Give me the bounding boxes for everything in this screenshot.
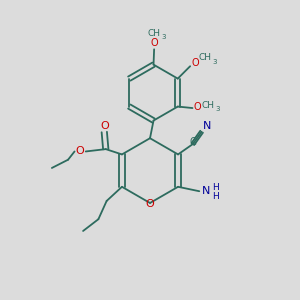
Text: C: C [189,137,196,147]
Text: 3: 3 [215,106,220,112]
Text: O: O [76,146,84,156]
Text: H: H [212,192,219,201]
Text: CH: CH [201,100,214,109]
Text: N: N [202,186,210,196]
Text: O: O [100,121,109,130]
Text: O: O [146,199,154,208]
Text: CH: CH [148,28,160,38]
Text: O: O [192,58,199,68]
Text: CH: CH [199,53,212,62]
Text: 3: 3 [213,59,218,65]
Text: N: N [203,122,211,131]
Text: H: H [212,183,219,192]
Text: O: O [150,38,158,47]
Text: O: O [194,103,202,112]
Text: 3: 3 [161,34,166,40]
